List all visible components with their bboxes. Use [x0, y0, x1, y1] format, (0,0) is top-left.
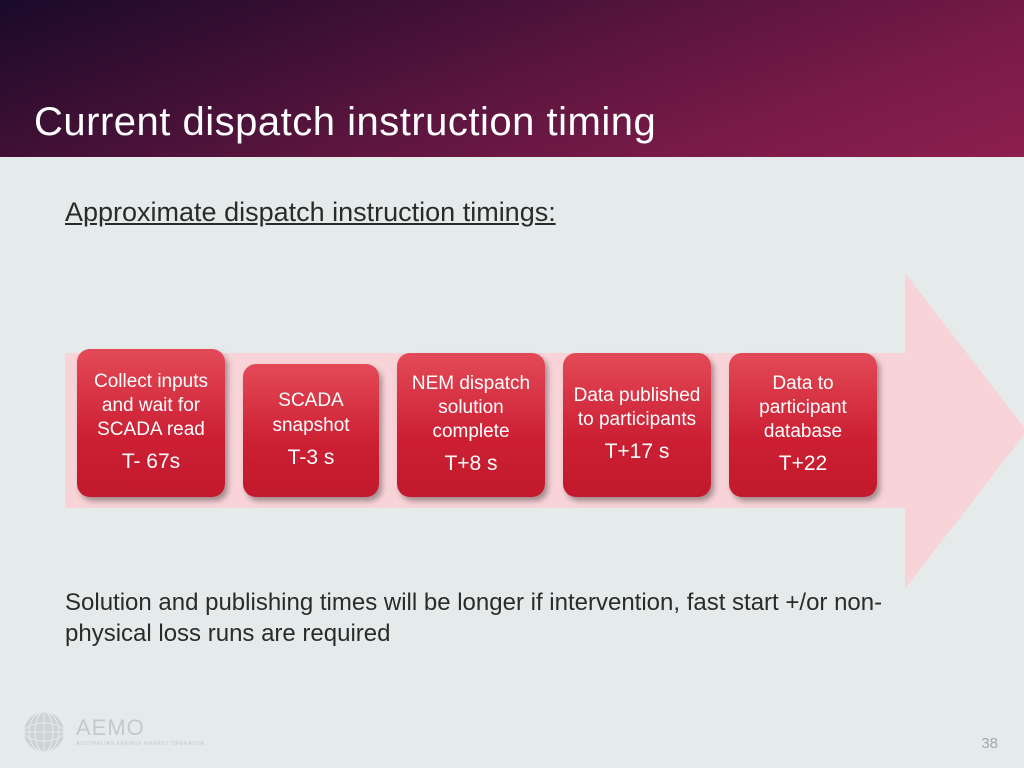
step-time: T+22 [739, 452, 867, 476]
timeline-arrow: Collect inputs and wait for SCADA read T… [65, 298, 959, 558]
step-label: Data to participant database [739, 372, 867, 445]
page-number: 38 [981, 735, 998, 752]
org-short-name: AEMO [76, 717, 205, 739]
timeline-step-2: SCADA snapshot T-3 s [243, 364, 379, 497]
org-brand: AEMO AUSTRALIAN ENERGY MARKET OPERATOR [76, 717, 205, 747]
step-time: T- 67s [87, 450, 215, 474]
step-label: NEM dispatch solution complete [407, 372, 535, 445]
slide-title: Current dispatch instruction timing [34, 100, 656, 145]
slide-body: Approximate dispatch instruction timings… [0, 157, 1024, 768]
step-time: T+8 s [407, 452, 535, 476]
timeline-step-4: Data published to participants T+17 s [563, 353, 711, 497]
title-banner: Current dispatch instruction timing [0, 0, 1024, 157]
step-time: T+17 s [573, 440, 701, 464]
step-label: Collect inputs and wait for SCADA read [87, 370, 215, 443]
step-label: Data published to participants [573, 384, 701, 433]
timeline-step-3: NEM dispatch solution complete T+8 s [397, 353, 545, 497]
slide-footnote: Solution and publishing times will be lo… [65, 588, 959, 649]
timeline-steps: Collect inputs and wait for SCADA read T… [77, 353, 877, 497]
org-full-name: AUSTRALIAN ENERGY MARKET OPERATOR [76, 741, 205, 747]
slide-subtitle: Approximate dispatch instruction timings… [65, 197, 959, 228]
globe-icon [22, 710, 66, 754]
step-time: T-3 s [253, 446, 369, 470]
timeline-step-5: Data to participant database T+22 [729, 353, 877, 497]
arrow-head-icon [905, 273, 1024, 589]
step-label: SCADA snapshot [253, 389, 369, 438]
timeline-step-1: Collect inputs and wait for SCADA read T… [77, 349, 225, 497]
org-watermark: AEMO AUSTRALIAN ENERGY MARKET OPERATOR [22, 710, 205, 754]
